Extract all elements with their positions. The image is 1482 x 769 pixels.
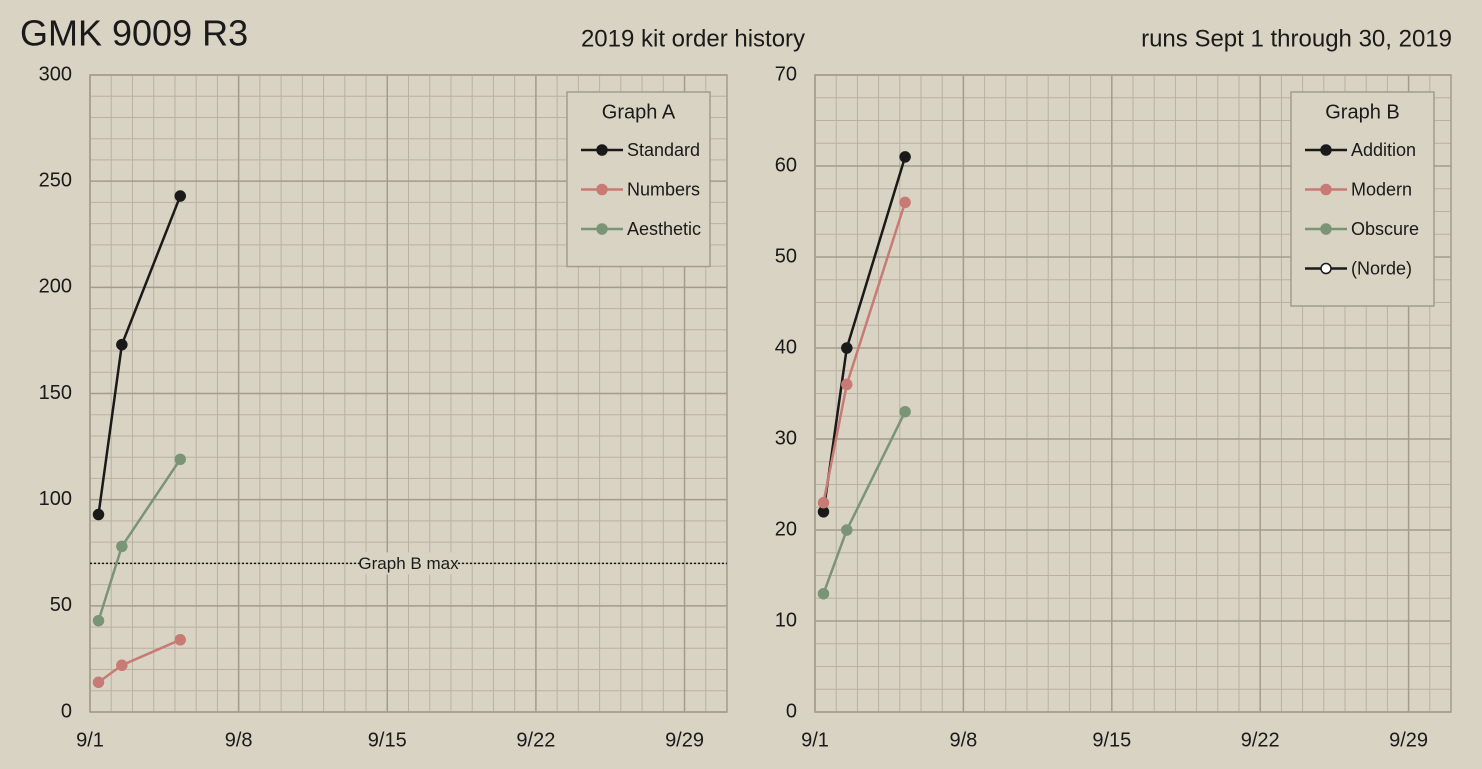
- y-tick-label: 300: [39, 63, 72, 85]
- legend-marker: [1320, 223, 1332, 235]
- note: runs Sept 1 through 30, 2019: [1141, 25, 1452, 52]
- legend-title: Graph A: [602, 101, 676, 123]
- data-point: [92, 508, 105, 521]
- legend-label: Aesthetic: [627, 219, 701, 239]
- legend-label: Modern: [1351, 179, 1412, 199]
- y-tick-label: 0: [786, 700, 797, 722]
- x-tick-label: 9/29: [1389, 729, 1428, 751]
- y-tick-label: 250: [39, 169, 72, 191]
- y-tick-label: 200: [39, 276, 72, 298]
- data-point: [116, 540, 128, 553]
- data-point: [174, 190, 186, 202]
- y-tick-label: 0: [61, 700, 72, 722]
- data-point: [817, 496, 830, 509]
- x-tick-label: 9/22: [516, 729, 555, 751]
- legend-label: Numbers: [627, 179, 700, 199]
- legend-marker: [596, 223, 608, 235]
- legend-marker: [1320, 144, 1332, 156]
- page-title: GMK 9009 R3: [20, 13, 248, 54]
- data-point: [92, 614, 105, 627]
- data-point: [174, 634, 186, 646]
- legend-marker: [1320, 262, 1332, 275]
- y-tick-label: 40: [775, 336, 797, 358]
- legend-marker: [596, 144, 608, 156]
- data-point: [92, 676, 105, 689]
- subtitle: 2019 kit order history: [581, 25, 805, 52]
- x-tick-label: 9/1: [801, 729, 829, 751]
- data-point: [841, 342, 853, 354]
- legend-marker: [1320, 183, 1332, 196]
- y-tick-label: 50: [50, 594, 72, 616]
- legend-box: [566, 91, 711, 268]
- legend-title: Graph B: [1325, 101, 1399, 123]
- y-tick-label: 10: [775, 609, 797, 631]
- y-tick-label: 20: [775, 518, 797, 540]
- plot-frame: [814, 74, 1452, 713]
- data-point: [116, 338, 128, 351]
- x-tick-label: 9/1: [76, 729, 104, 751]
- x-tick-label: 9/29: [665, 729, 704, 751]
- x-tick-label: 9/8: [949, 729, 977, 751]
- x-tick-label: 9/15: [1092, 729, 1131, 751]
- legend-label: Obscure: [1351, 219, 1419, 239]
- x-tick-label: 9/8: [225, 729, 253, 751]
- data-point: [899, 196, 911, 209]
- legend-label: Standard: [627, 140, 700, 160]
- data-point: [817, 587, 830, 600]
- data-point: [841, 524, 853, 536]
- annotation-bg: [360, 552, 457, 575]
- plot-frame: [89, 74, 728, 713]
- data-point: [899, 405, 911, 418]
- y-tick-label: 150: [39, 382, 72, 404]
- data-point: [841, 378, 853, 391]
- legend-marker: [596, 183, 608, 196]
- y-tick-label: 60: [775, 154, 797, 176]
- y-tick-label: 100: [39, 488, 72, 510]
- x-tick-label: 9/22: [1241, 729, 1280, 751]
- legend-box: [1290, 91, 1435, 307]
- legend-label: Addition: [1351, 140, 1416, 160]
- y-tick-label: 30: [775, 427, 797, 449]
- y-tick-label: 70: [775, 63, 797, 85]
- x-tick-label: 9/15: [368, 729, 407, 751]
- data-point: [116, 659, 128, 672]
- data-point: [174, 453, 186, 466]
- annotation: Graph B max: [358, 554, 459, 573]
- data-point: [899, 151, 911, 163]
- y-tick-label: 50: [775, 245, 797, 267]
- legend-label: (Norde): [1351, 258, 1412, 278]
